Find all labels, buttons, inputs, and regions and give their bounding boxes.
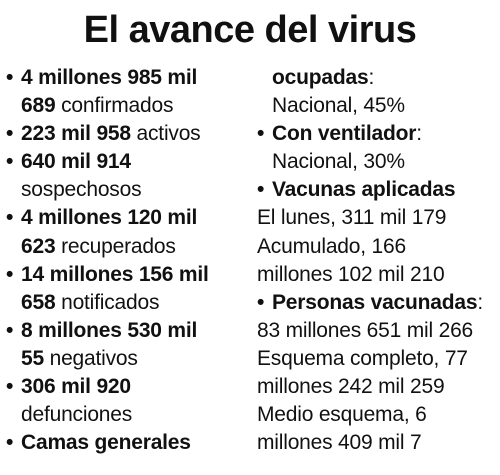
bullet-icon: • bbox=[257, 178, 265, 202]
stat-ventilador: • Con ventilador: Nacional, 30% bbox=[257, 120, 500, 176]
stat-defunciones: • 306 mil 920 defunciones bbox=[6, 373, 251, 429]
medio-esquema-2: millones 409 mil 7 bbox=[257, 431, 422, 455]
bullet-icon: • bbox=[6, 122, 14, 146]
esquema-completo-1: Esquema completo, 77 bbox=[257, 346, 468, 370]
medio-esquema-1: Medio esquema, 6 bbox=[257, 403, 427, 427]
stat-negativos: • 8 millones 530 mil 55 negativos bbox=[6, 317, 251, 373]
stat-confirmados: • 4 millones 985 mil 689 confirmados bbox=[6, 64, 251, 120]
bullet-icon: • bbox=[6, 375, 14, 399]
recuperados-label: recuperados bbox=[55, 234, 176, 258]
vacunas-heading: Vacunas aplicadas bbox=[272, 178, 456, 202]
vacunas-acumulado-1: Acumulado, 166 bbox=[257, 234, 406, 258]
notificados-number-2: 658 bbox=[21, 290, 56, 314]
bullet-icon: • bbox=[6, 431, 14, 455]
stat-personas: • Personas vacunadas: 83 millones 651 mil… bbox=[257, 289, 500, 458]
stat-camas: • Camas generales bbox=[6, 429, 251, 457]
esquema-completo-2: millones 242 mil 259 bbox=[257, 375, 445, 399]
right-column: ocupadas: Nacional, 45% • Con ventilador:… bbox=[257, 64, 500, 457]
negativos-number-1: 8 millones 530 mil bbox=[21, 318, 198, 342]
camas-heading-cont: ocupadas bbox=[272, 66, 369, 89]
stat-camas-cont: ocupadas: Nacional, 45% bbox=[257, 64, 500, 120]
confirmados-number-2: 689 bbox=[21, 94, 56, 118]
sospechosos-number: 640 mil 914 bbox=[21, 150, 131, 174]
recuperados-number-1: 4 millones 120 mil bbox=[21, 206, 198, 230]
activos-label: activos bbox=[130, 122, 201, 146]
camas-heading: Camas generales bbox=[21, 431, 191, 455]
vacunas-lunes: El lunes, 311 mil 179 bbox=[257, 206, 447, 230]
bullet-icon: • bbox=[6, 206, 14, 230]
stat-sospechosos: • 640 mil 914 sospechosos bbox=[6, 148, 251, 204]
stat-recuperados: • 4 millones 120 mil 623 recuperados bbox=[6, 204, 251, 260]
stat-activos: • 223 mil 958 activos bbox=[6, 120, 251, 148]
sospechosos-label: sospechosos bbox=[21, 178, 142, 202]
negativos-number-2: 55 bbox=[21, 346, 44, 370]
vacunas-acumulado-2: millones 102 mil 210 bbox=[257, 262, 445, 286]
bullet-icon: • bbox=[6, 66, 14, 89]
personas-heading: Personas vacunadas bbox=[272, 290, 478, 314]
negativos-label: negativos bbox=[43, 346, 138, 370]
stat-notificados: • 14 millones 156 mil 658 notificados bbox=[6, 261, 251, 317]
camas-colon: : bbox=[368, 66, 375, 89]
ventilador-heading: Con ventilador bbox=[272, 122, 417, 146]
personas-total: 83 millones 651 mil 266 bbox=[257, 318, 474, 342]
defunciones-number: 306 mil 920 bbox=[21, 375, 131, 399]
bullet-icon: • bbox=[257, 122, 265, 146]
left-column: • 4 millones 985 mil 689 confirmados • 223… bbox=[6, 64, 251, 457]
bullet-icon: • bbox=[6, 318, 14, 342]
personas-colon: : bbox=[477, 290, 483, 314]
activos-number: 223 mil 958 bbox=[21, 122, 131, 146]
bullet-icon: • bbox=[257, 290, 265, 314]
ventilador-colon: : bbox=[416, 122, 422, 146]
camas-value: Nacional, 45% bbox=[272, 94, 405, 118]
stat-vacunas: • Vacunas aplicadas El lunes, 311 mil 179… bbox=[257, 176, 500, 288]
notificados-label: notificados bbox=[55, 290, 160, 314]
ventilador-value: Nacional, 30% bbox=[272, 150, 405, 174]
bullet-icon: • bbox=[6, 150, 14, 174]
page-title: El avance del virus bbox=[83, 9, 417, 51]
bullet-icon: • bbox=[6, 262, 14, 286]
recuperados-number-2: 623 bbox=[21, 234, 56, 258]
confirmados-number-1: 4 millones 985 mil bbox=[21, 66, 198, 89]
defunciones-label: defunciones bbox=[21, 403, 133, 427]
notificados-number-1: 14 millones 156 mil bbox=[21, 262, 209, 286]
confirmados-label: confirmados bbox=[55, 94, 174, 118]
